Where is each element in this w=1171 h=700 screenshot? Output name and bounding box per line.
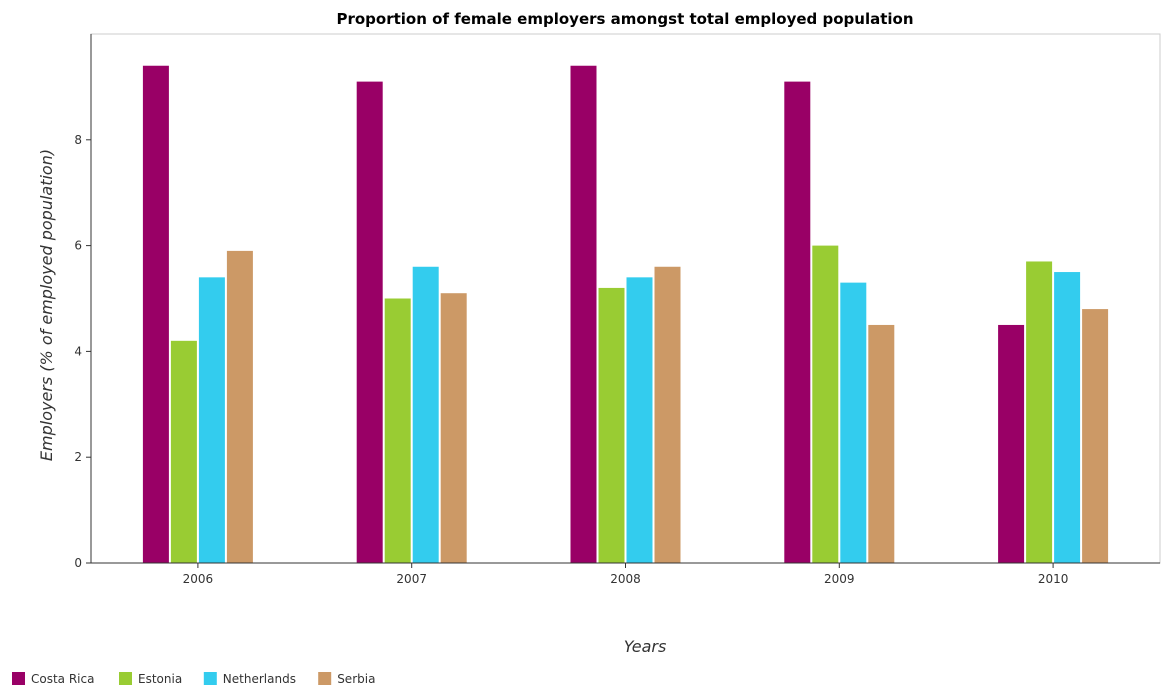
legend: Costa Rica Estonia Netherlands Serbia bbox=[12, 672, 375, 686]
legend-label-estonia: Estonia bbox=[138, 672, 182, 686]
legend-label-netherlands: Netherlands bbox=[223, 672, 296, 686]
bar-costa-rica-2009 bbox=[784, 81, 811, 564]
x-tick-label: 2008 bbox=[610, 572, 641, 586]
y-tick-label: 2 bbox=[74, 450, 82, 464]
legend-label-costa-rica: Costa Rica bbox=[31, 672, 94, 686]
bar-netherlands-2009 bbox=[840, 282, 867, 563]
legend-label-serbia: Serbia bbox=[337, 672, 375, 686]
x-tick-label: 2007 bbox=[396, 572, 427, 586]
y-axis: 0 2 4 6 8 bbox=[74, 34, 92, 570]
x-tick-label: 2010 bbox=[1038, 572, 1069, 586]
x-tick-label: 2009 bbox=[824, 572, 855, 586]
bar-estonia-2006 bbox=[170, 340, 197, 563]
bar-estonia-2010 bbox=[1026, 261, 1053, 563]
bar-netherlands-2006 bbox=[198, 277, 225, 563]
y-tick-label: 6 bbox=[74, 239, 82, 253]
bar-costa-rica-2006 bbox=[142, 65, 169, 564]
bar-serbia-2008 bbox=[654, 266, 681, 563]
x-axis-label: Years bbox=[624, 637, 667, 656]
x-tick-label: 2006 bbox=[183, 572, 214, 586]
y-axis-label: Employers (% of employed population) bbox=[37, 149, 56, 461]
legend-swatch-serbia bbox=[318, 672, 332, 685]
y-tick-label: 0 bbox=[74, 556, 82, 570]
bar-serbia-2010 bbox=[1082, 309, 1109, 563]
chart-title: Proportion of female employers amongst t… bbox=[336, 10, 913, 28]
bar-netherlands-2007 bbox=[412, 266, 439, 563]
bar-netherlands-2010 bbox=[1054, 272, 1081, 563]
x-axis: 2006 2007 2008 2009 2010 bbox=[91, 562, 1160, 586]
bar-costa-rica-2008 bbox=[570, 65, 597, 564]
bar-netherlands-2008 bbox=[626, 277, 653, 563]
bar-estonia-2007 bbox=[384, 298, 411, 563]
legend-swatch-netherlands bbox=[203, 672, 217, 685]
y-tick-label: 4 bbox=[74, 344, 82, 358]
bar-serbia-2007 bbox=[440, 293, 467, 563]
plot-area bbox=[90, 33, 1161, 564]
bar-estonia-2009 bbox=[812, 245, 839, 563]
bar-serbia-2009 bbox=[868, 324, 895, 563]
y-tick-label: 8 bbox=[74, 133, 82, 147]
bar-serbia-2006 bbox=[226, 250, 253, 563]
bar-costa-rica-2007 bbox=[356, 81, 383, 564]
legend-swatch-costa-rica bbox=[12, 672, 25, 685]
legend-swatch-estonia bbox=[119, 672, 132, 685]
bar-costa-rica-2010 bbox=[998, 324, 1025, 563]
bar-estonia-2008 bbox=[598, 287, 625, 563]
